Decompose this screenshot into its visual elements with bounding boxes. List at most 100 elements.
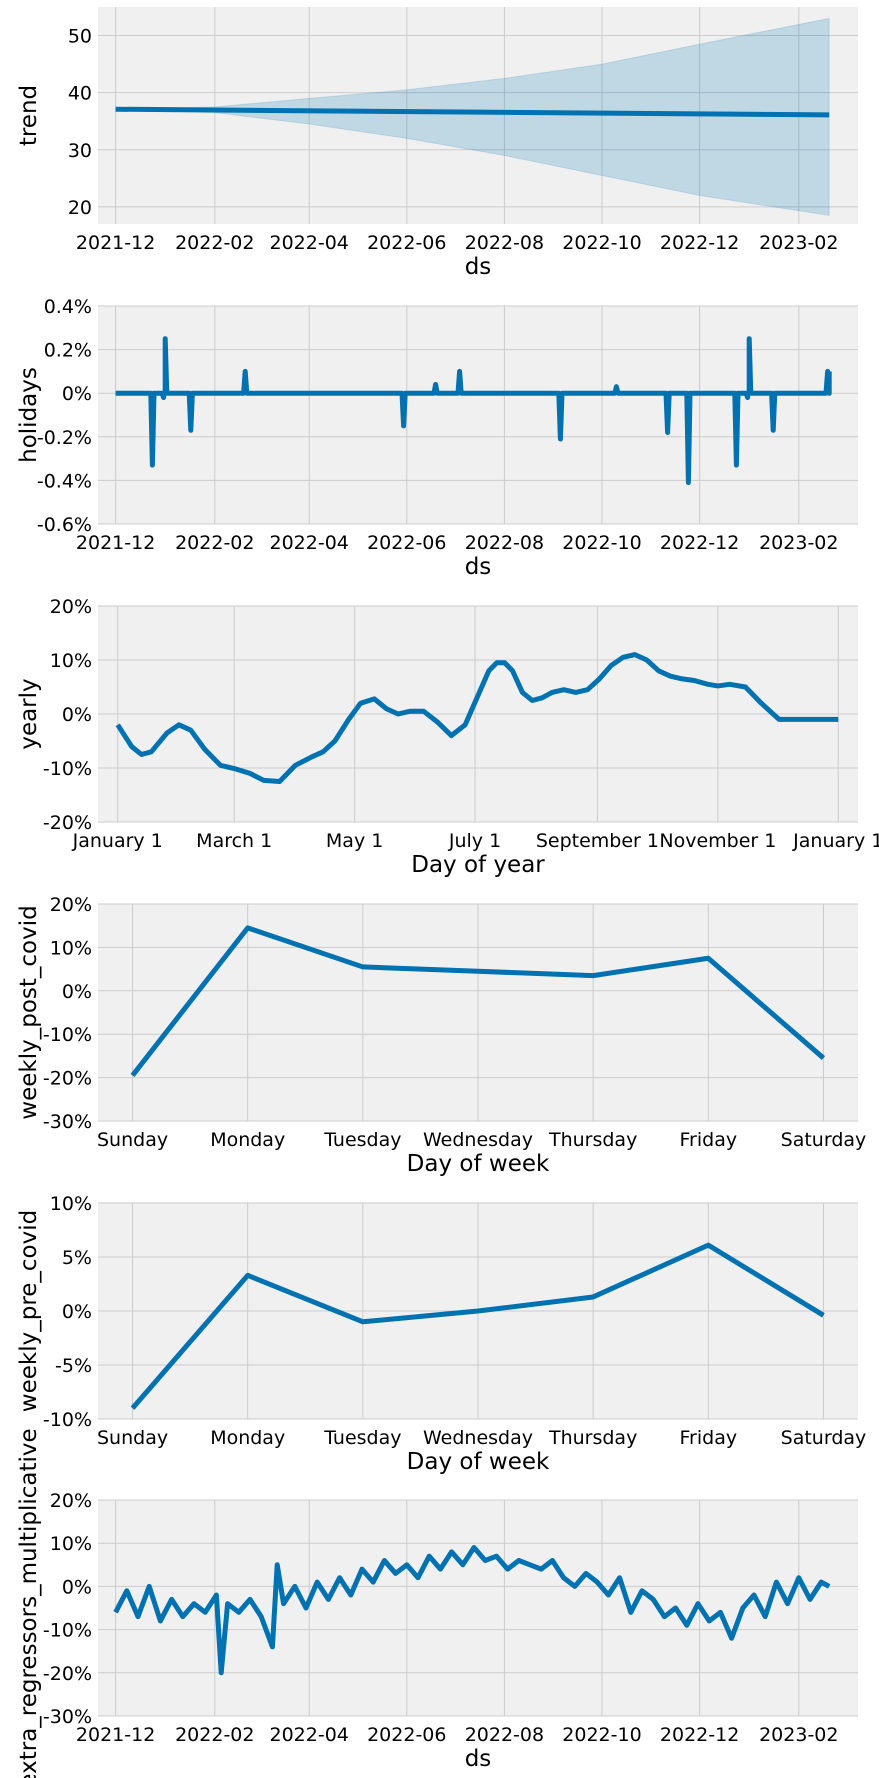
weekly_post_covid-y-tick-label: 0% (62, 981, 92, 1003)
weekly_post_covid-x-tick-label: Monday (210, 1129, 285, 1151)
weekly_post_covid-x-axis-label: Day of week (407, 1151, 550, 1177)
holidays-x-tick-label: 2022-10 (562, 532, 641, 554)
weekly_pre_covid-x-tick-label: Sunday (97, 1427, 168, 1449)
holidays-series-line (115, 336, 832, 486)
extra_regressors_multiplicative-x-tick-label: 2022-08 (465, 1724, 544, 1746)
extra_regressors_multiplicative-panel: 2021-12 2022-02 2022-04 2022-06 2022-08 2022-… (16, 1428, 858, 1778)
holidays-y-tick-label: -0.6% (37, 514, 92, 536)
extra_regressors_multiplicative-x-tick-label: 2022-04 (270, 1724, 349, 1746)
weekly_pre_covid-series-line (130, 1242, 825, 1410)
extra_regressors_multiplicative-y-tick-label: 0% (62, 1576, 92, 1598)
weekly_post_covid-y-tick-label: -20% (43, 1068, 92, 1090)
weekly_pre_covid-x-tick-label: Wednesday (423, 1427, 533, 1449)
weekly_pre_covid-x-tick-label: Friday (680, 1427, 738, 1449)
trend-x-tick-label: 2022-02 (175, 232, 254, 254)
yearly-y-tick-label: -10% (43, 758, 92, 780)
yearly-x-tick-label: January 1 (792, 830, 879, 852)
yearly-x-tick-label: September 1 (536, 830, 659, 852)
yearly-y-axis-label: yearly (16, 678, 42, 749)
weekly_post_covid-x-tick-label: Wednesday (423, 1129, 533, 1151)
holidays-x-tick-label: 2022-04 (270, 532, 349, 554)
yearly-x-tick-label: July 1 (448, 830, 501, 852)
weekly_post_covid-x-tick-label: Sunday (97, 1129, 168, 1151)
holidays-y-tick-label: -0.4% (37, 470, 92, 492)
trend-x-axis-label: ds (465, 254, 492, 280)
weekly_post_covid-x-tick-label: Tuesday (323, 1129, 401, 1151)
yearly-y-tick-label: 10% (50, 650, 92, 672)
weekly_pre_covid-y-tick-label: -10% (43, 1409, 92, 1431)
yearly-y-tick-label: -20% (43, 812, 92, 834)
weekly_pre_covid-x-axis-label: Day of week (407, 1449, 550, 1475)
extra_regressors_multiplicative-x-tick-label: 2022-02 (175, 1724, 254, 1746)
weekly_pre_covid-x-tick-label: Thursday (548, 1427, 637, 1449)
trend-x-tick-label: 2022-10 (562, 232, 641, 254)
yearly-x-tick-label: May 1 (326, 830, 383, 852)
extra_regressors_multiplicative-y-axis-label: extra_regressors_multiplicative (16, 1428, 42, 1778)
weekly_post_covid-panel: Sunday Monday Tuesday Wednesday Thursday Frid… (16, 894, 866, 1177)
weekly_post_covid-y-tick-label: -10% (43, 1024, 92, 1046)
trend-x-tick-label: 2022-04 (270, 232, 349, 254)
trend-x-tick-label: 2022-08 (465, 232, 544, 254)
trend-x-tick-label: 2022-12 (660, 232, 739, 254)
weekly_post_covid-y-axis-label: weekly_post_covid (16, 905, 42, 1119)
weekly_pre_covid-y-tick-label: 0% (62, 1301, 92, 1323)
holidays-x-tick-label: 2022-08 (465, 532, 544, 554)
extra_regressors_multiplicative-x-tick-label: 2023-02 (759, 1724, 838, 1746)
trend-y-tick-label: 40 (68, 83, 92, 105)
weekly_post_covid-y-tick-label: 10% (50, 937, 92, 959)
yearly-x-tick-label: March 1 (196, 830, 272, 852)
yearly-panel: January 1 March 1 May 1 July 1 September 1 No… (16, 596, 879, 878)
extra_regressors_multiplicative-y-tick-label: -20% (43, 1663, 92, 1685)
extra_regressors_multiplicative-x-tick-label: 2022-10 (562, 1724, 641, 1746)
yearly-x-tick-label: November 1 (659, 830, 776, 852)
weekly_post_covid-x-tick-label: Thursday (548, 1129, 637, 1151)
holidays-panel: 2021-12 2022-02 2022-04 2022-06 2022-08 2022-… (16, 296, 858, 580)
weekly_pre_covid-x-tick-label: Saturday (781, 1427, 867, 1449)
holidays-y-tick-label: 0.2% (44, 340, 92, 362)
yearly-y-tick-label: 20% (50, 596, 92, 618)
holidays-x-tick-label: 2021-12 (76, 532, 155, 554)
trend-x-tick-label: 2023-02 (759, 232, 838, 254)
extra_regressors_multiplicative-y-tick-label: -30% (43, 1706, 92, 1728)
weekly_post_covid-y-tick-label: 20% (50, 894, 92, 916)
holidays-y-tick-label: -0.2% (37, 427, 92, 449)
extra_regressors_multiplicative-x-tick-label: 2021-12 (76, 1724, 155, 1746)
weekly_pre_covid-panel: Sunday Monday Tuesday Wednesday Thursday Frid… (16, 1193, 866, 1475)
trend-y-axis-label: trend (16, 85, 42, 146)
trend-x-tick-label: 2021-12 (76, 232, 155, 254)
weekly_pre_covid-y-axis-label: weekly_pre_covid (16, 1210, 42, 1412)
trend-panel: 2021-12 2022-02 2022-04 2022-06 2022-08 2022-… (16, 7, 858, 280)
extra_regressors_multiplicative-x-tick-label: 2022-12 (660, 1724, 739, 1746)
yearly-x-tick-label: January 1 (72, 830, 163, 852)
yearly-x-axis-label: Day of year (411, 852, 545, 878)
extra_regressors_multiplicative-plot-area (98, 1500, 858, 1716)
holidays-y-tick-label: 0.4% (44, 296, 92, 318)
holidays-x-tick-label: 2022-06 (367, 532, 446, 554)
weekly_pre_covid-x-tick-label: Tuesday (323, 1427, 401, 1449)
trend-y-tick-label: 20 (68, 197, 92, 219)
holidays-y-tick-label: 0% (62, 383, 92, 405)
trend-series-line (115, 106, 830, 118)
extra_regressors_multiplicative-x-tick-label: 2022-06 (367, 1724, 446, 1746)
extra_regressors_multiplicative-y-tick-label: 20% (50, 1490, 92, 1512)
weekly_pre_covid-y-tick-label: 10% (50, 1193, 92, 1215)
trend-x-tick-label: 2022-06 (367, 232, 446, 254)
weekly_post_covid-y-tick-label: -30% (43, 1111, 92, 1133)
weekly_post_covid-x-tick-label: Friday (680, 1129, 738, 1151)
yearly-series-line (115, 652, 839, 784)
holidays-x-tick-label: 2022-02 (175, 532, 254, 554)
trend-y-tick-label: 50 (68, 26, 92, 48)
extra_regressors_multiplicative-y-tick-label: 10% (50, 1533, 92, 1555)
holidays-x-tick-label: 2023-02 (759, 532, 838, 554)
trend-y-tick-label: 30 (68, 140, 92, 162)
extra_regressors_multiplicative-series-line (113, 1545, 831, 1676)
weekly_pre_covid-x-tick-label: Monday (210, 1427, 285, 1449)
extra_regressors_multiplicative-x-axis-label: ds (465, 1746, 492, 1772)
holidays-y-axis-label: holidays (16, 367, 42, 463)
trend-uncertainty-band (115, 17, 830, 217)
weekly_pre_covid-y-tick-label: -5% (55, 1355, 92, 1377)
weekly_post_covid-x-tick-label: Saturday (781, 1129, 867, 1151)
weekly_pre_covid-y-tick-label: 5% (62, 1247, 92, 1269)
extra_regressors_multiplicative-y-tick-label: -10% (43, 1620, 92, 1642)
